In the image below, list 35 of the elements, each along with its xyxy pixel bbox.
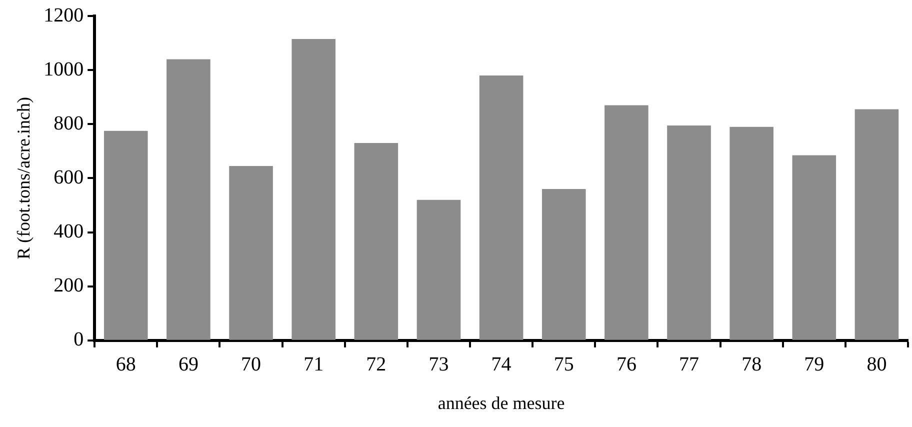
x-tick-label: 74 (491, 354, 512, 376)
y-tick-label: 1000 (44, 58, 84, 80)
bar (229, 166, 273, 340)
bar (542, 189, 586, 340)
x-tick-label: 79 (804, 354, 824, 376)
x-tick-label: 68 (116, 354, 136, 376)
bar (667, 125, 711, 340)
y-axis-title: R (foot.tons/acre.inch) (14, 96, 34, 260)
y-tick-label: 1200 (44, 4, 84, 26)
bar (354, 143, 398, 340)
bar (792, 155, 836, 340)
bar (854, 109, 899, 340)
x-tick-label: 72 (366, 354, 386, 376)
x-tick-label: 69 (178, 354, 198, 376)
x-tick-label: 76 (616, 354, 636, 376)
x-tick-label: 71 (304, 354, 324, 376)
x-tick-label: 70 (241, 354, 262, 376)
x-tick-label: 80 (866, 354, 887, 376)
y-tick-label: 600 (54, 166, 84, 188)
bar (166, 59, 210, 340)
x-tick-label: 73 (428, 354, 449, 376)
bar (416, 200, 461, 340)
y-tick-label: 200 (54, 274, 84, 297)
y-tick-label: 0 (74, 328, 84, 351)
y-tick-label: 800 (54, 112, 84, 134)
y-tick-label: 400 (54, 220, 84, 243)
bar (604, 105, 648, 340)
x-axis-title: années de mesure (438, 392, 565, 413)
x-tick-label: 77 (679, 354, 700, 376)
bar (104, 130, 148, 340)
bar (292, 38, 336, 340)
x-tick-label: 78 (742, 354, 762, 376)
x-tick-label: 75 (554, 354, 574, 376)
bar (479, 75, 524, 340)
bar (730, 126, 774, 340)
